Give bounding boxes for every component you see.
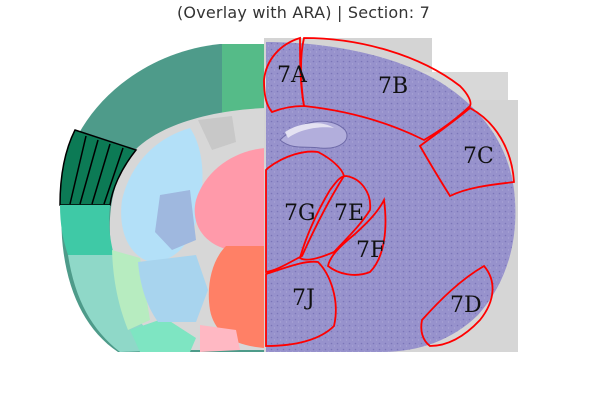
label-7B: 7B <box>378 74 408 99</box>
atlas-amygdala <box>130 318 196 352</box>
atlas-lower-pink <box>200 325 240 352</box>
label-7G: 7G <box>284 201 316 226</box>
atlas-highlight-lines <box>69 135 124 205</box>
region-outlines <box>263 36 515 347</box>
outline-7C <box>418 106 515 198</box>
outline-7F <box>327 196 387 276</box>
outline-7G <box>265 150 345 274</box>
nissl-ventricle <box>285 123 334 138</box>
label-7A: 7A <box>277 63 308 88</box>
label-7J: 7J <box>292 286 315 311</box>
region-labels: 7A 7B 7C 7D 7E 7F 7G 7J <box>277 63 494 318</box>
atlas-ventricle <box>198 116 236 150</box>
atlas-overlay <box>59 44 266 352</box>
label-7E: 7E <box>334 201 364 226</box>
atlas-hypothalamus <box>208 246 266 348</box>
outline-7E <box>298 175 372 261</box>
figure-title: (Overlay with ARA) | Section: 7 <box>176 3 431 22</box>
label-7C: 7C <box>463 144 494 169</box>
outline-7J <box>265 260 337 347</box>
label-7F: 7F <box>356 238 385 263</box>
atlas-cortex-green <box>222 44 266 118</box>
outline-7D <box>420 264 494 347</box>
label-7D: 7D <box>450 293 482 318</box>
atlas-basal-forebrain <box>138 255 208 322</box>
atlas-thalamus <box>194 148 266 252</box>
atlas-lateral-cortex <box>60 205 114 255</box>
atlas-pallidum <box>155 190 196 250</box>
